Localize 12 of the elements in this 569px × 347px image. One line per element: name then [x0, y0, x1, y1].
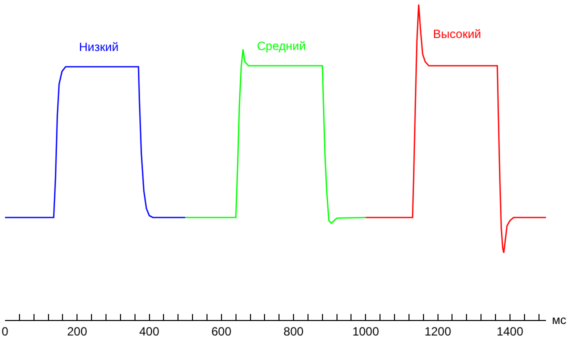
x-tick-label: 400 [139, 324, 160, 338]
x-tick-label: 200 [67, 324, 88, 338]
x-tick-label: 800 [284, 324, 304, 338]
series-label: Низкий [79, 40, 119, 54]
x-tick-label: 1400 [496, 324, 524, 338]
x-tick-label: 1200 [424, 324, 452, 338]
x-tick-label: 1000 [352, 324, 380, 338]
series-label: Средний [257, 39, 306, 53]
x-tick-label: 600 [211, 324, 232, 338]
series-label: Высокий [433, 27, 482, 41]
x-axis-title: мс [552, 313, 566, 327]
x-tick-label: 0 [2, 324, 9, 338]
